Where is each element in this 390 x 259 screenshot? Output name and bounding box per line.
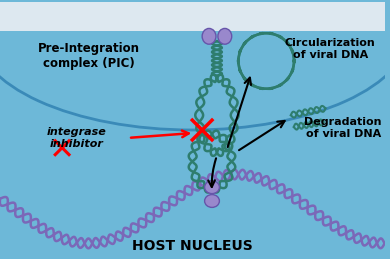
- Ellipse shape: [218, 28, 232, 44]
- Ellipse shape: [0, 0, 390, 130]
- FancyBboxPatch shape: [0, 2, 385, 31]
- Text: Circularization
of viral DNA: Circularization of viral DNA: [285, 38, 376, 60]
- Text: HOST NUCLEUS: HOST NUCLEUS: [132, 239, 253, 253]
- Ellipse shape: [205, 195, 220, 207]
- FancyBboxPatch shape: [0, 2, 385, 41]
- Text: Degradation
of viral DNA: Degradation of viral DNA: [305, 117, 382, 139]
- Ellipse shape: [205, 181, 220, 193]
- Text: Pre-Integration
complex (PIC): Pre-Integration complex (PIC): [38, 42, 140, 70]
- Ellipse shape: [202, 28, 216, 44]
- Text: integrase
inhibitor: integrase inhibitor: [47, 127, 107, 149]
